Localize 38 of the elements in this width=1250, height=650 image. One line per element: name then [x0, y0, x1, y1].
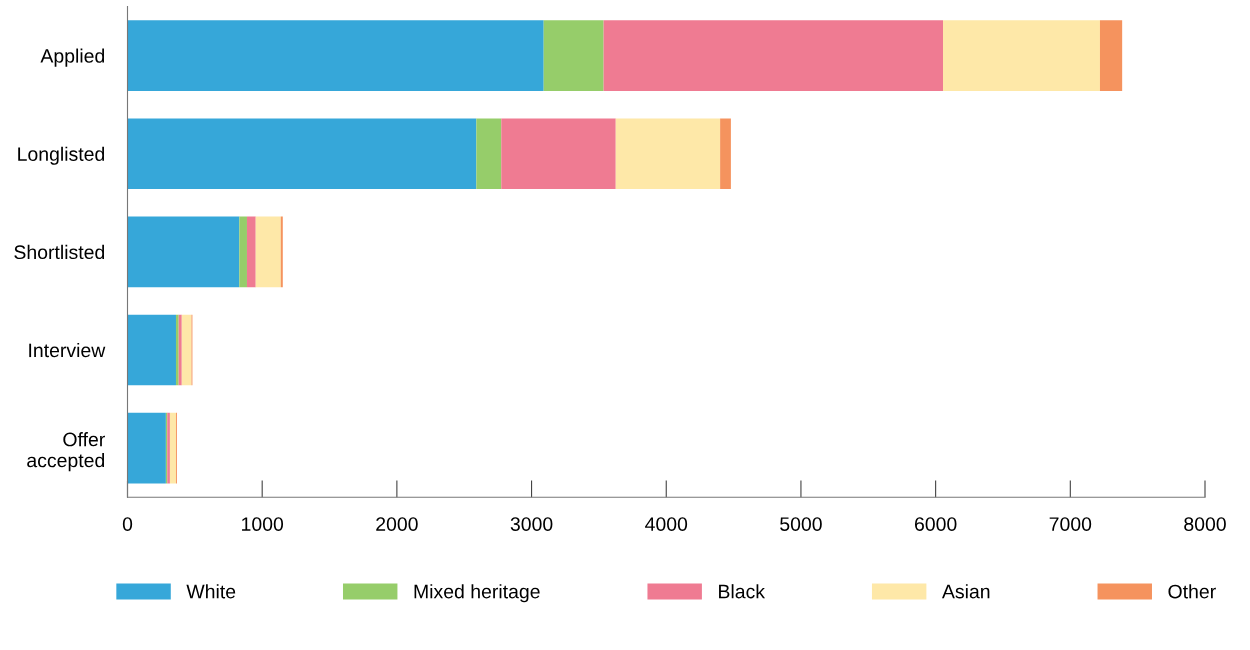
- y-tick-label: Interview: [29, 342, 106, 358]
- bar: [127, 20, 544, 91]
- bar: [127, 314, 176, 386]
- legend-label: Asian: [941, 584, 990, 599]
- bar: [181, 314, 192, 386]
- bar: [476, 118, 502, 190]
- y-tick-label: Longlisted: [18, 146, 105, 165]
- legend-label: Mixed heritage: [414, 584, 540, 603]
- x-tick-label: 3000: [510, 517, 553, 531]
- y-tick-label: Offer accepted: [27, 432, 105, 472]
- bar: [280, 216, 283, 288]
- bar: [720, 118, 731, 190]
- y-tick-label: Applied: [40, 48, 105, 67]
- legend-label: Other: [1168, 584, 1216, 599]
- bar: [615, 118, 721, 190]
- x-tick-label: 4000: [645, 517, 688, 531]
- x-tick-label: 8000: [1184, 517, 1226, 531]
- bar: [255, 216, 281, 288]
- x-tick-label: 5000: [780, 517, 822, 531]
- bar: [127, 216, 240, 288]
- bar: [603, 20, 944, 91]
- bar: [169, 412, 176, 484]
- legend-label: Black: [719, 584, 766, 599]
- bar: [1099, 20, 1123, 91]
- x-tick-label: 1000: [242, 517, 284, 531]
- legend-label: White: [186, 584, 236, 599]
- bar: [239, 216, 247, 288]
- bar: [943, 20, 1100, 91]
- bar: [543, 20, 604, 91]
- x-tick-label: 6000: [914, 517, 957, 531]
- y-tick-label: Shortlisted: [14, 244, 105, 260]
- bar: [127, 412, 166, 484]
- bar: [246, 216, 256, 288]
- x-tick-label: 2000: [376, 517, 418, 531]
- x-tick-label: 7000: [1049, 517, 1092, 531]
- x-tick-label: 0: [122, 517, 133, 531]
- bar: [127, 118, 477, 190]
- bar: [501, 118, 616, 190]
